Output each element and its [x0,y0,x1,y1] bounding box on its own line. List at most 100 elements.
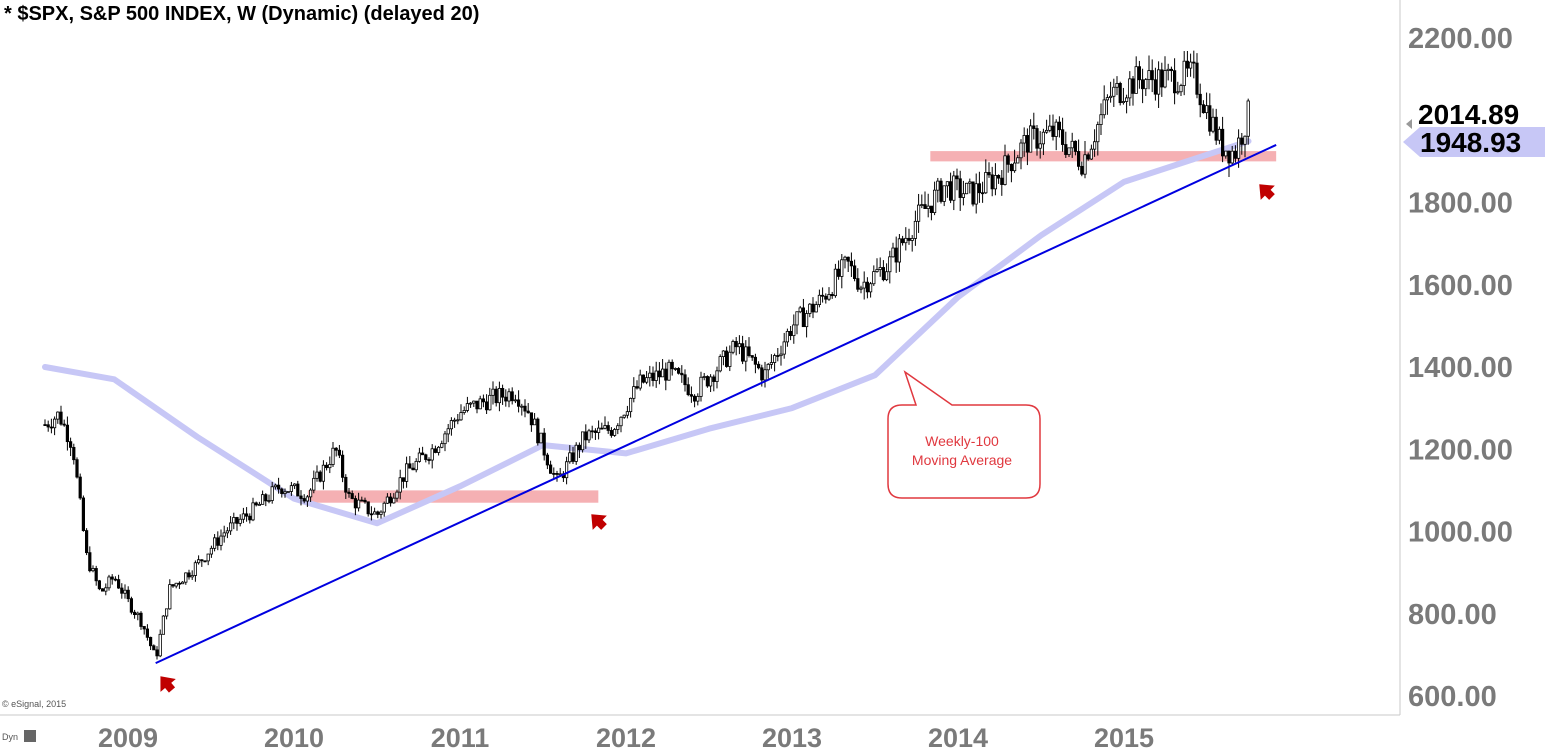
candle-body [622,414,626,418]
candle-body [1221,128,1225,157]
candle-body [888,256,892,273]
candle-body [657,370,662,378]
y-tick-5: 1000.00 [1408,517,1513,549]
candle-body [312,477,316,491]
candle-body [801,307,806,328]
candle-body [1227,150,1231,164]
candle-body [984,172,988,194]
candle-body [1185,60,1189,69]
candle-body [747,346,751,356]
candle-body [798,307,802,313]
candle-body [117,579,121,589]
candle-body [949,181,953,201]
candle-body [1157,69,1161,95]
candle-body [53,418,57,429]
candle-body [193,562,197,576]
candle-body [289,485,294,492]
candle-body [379,511,383,515]
candle-body [683,374,687,386]
candle-body [484,401,489,411]
candle-body [709,376,713,387]
candle-body [200,559,204,562]
candle-body [965,182,969,195]
candle-body [254,502,258,506]
candle-body [987,172,991,176]
candle-body [446,428,450,435]
candle-body [244,513,249,517]
candle-body [805,313,809,328]
support-zones [307,151,1277,503]
support-zone-0 [307,490,599,503]
last-price-marker: 2014.89 [1406,99,1519,130]
candle-body [670,361,674,370]
candle-body [417,452,422,462]
candle-body [619,416,623,427]
candle-body [241,513,245,520]
x-tick-2013: 2013 [762,723,822,753]
candle-body [1019,142,1023,159]
candle-body [292,483,297,487]
candle-body [104,587,108,592]
candle-body [712,376,716,382]
candle-body [837,268,841,277]
candle-body [1246,100,1250,137]
candle-body [46,424,50,428]
candle-body [472,400,476,404]
x-tick-2010: 2010 [264,723,324,753]
candle-body [1048,125,1052,131]
candle-body [945,181,950,187]
candle-body [276,484,281,490]
candle-body [132,611,137,616]
candle-body [398,477,402,493]
candle-body [894,247,898,263]
candle-body [94,568,98,582]
candle-body [1141,79,1145,90]
candle-body [776,355,780,357]
candle-body [792,324,796,337]
x-tick-2015: 2015 [1094,723,1154,753]
candle-body [824,295,828,300]
settings-icon[interactable] [24,730,36,742]
candle-body [507,391,511,402]
candle-body [907,237,911,241]
candle-body [536,418,540,444]
watermark: © eSignal, 2015 [2,699,66,709]
candle-body [436,446,441,453]
candle-body [725,350,729,367]
candle-body [177,582,181,585]
y-tick-2: 1600.00 [1408,270,1513,302]
candle-body [539,432,543,444]
candle-body [328,464,332,469]
candle-body [500,388,505,398]
candle-body [664,368,668,381]
candle-body [101,588,105,592]
candle-body [107,576,111,589]
candle-body [488,394,492,411]
support-zone-1 [930,151,1277,162]
candle-body [1179,85,1183,93]
candle-body [238,518,242,524]
candle-body [168,584,172,610]
candle-body [584,431,588,441]
candle-body [942,185,946,202]
candle-body [222,532,226,537]
candle-body [968,181,972,184]
candle-body [187,572,191,578]
candle-body [597,427,601,433]
candle-body [731,341,735,353]
candle-body [452,419,457,422]
candle-body [1061,129,1065,145]
candle-body [635,386,639,389]
candle-body [228,522,233,532]
candle-body [1144,79,1148,90]
candle-body [574,444,578,462]
candle-body [552,472,556,475]
candle-body [1006,155,1010,165]
candle-body [1182,60,1186,86]
candle-body [859,287,863,290]
candle-body [491,388,495,396]
candle-body [1169,68,1173,72]
candle-body [795,311,799,326]
candle-body [840,259,844,277]
